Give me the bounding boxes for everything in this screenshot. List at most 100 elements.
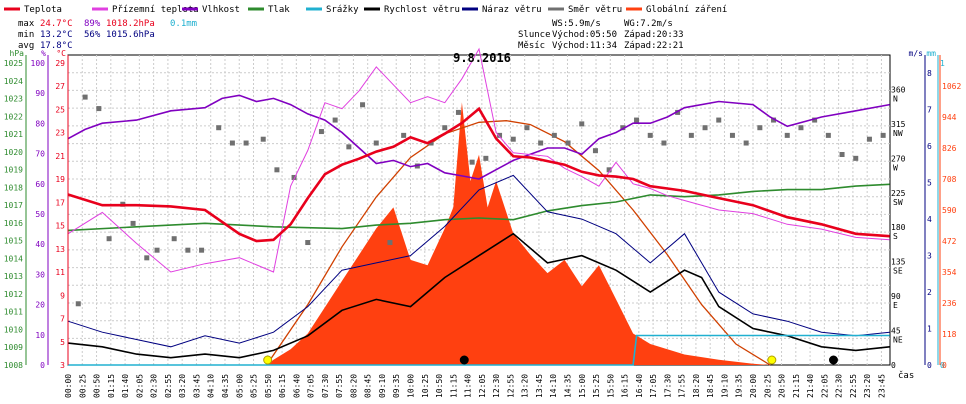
x-tick-label: 17:30 [663, 374, 672, 398]
stat-max-hum: 89% [84, 19, 101, 29]
humidity-line [67, 94, 890, 180]
x-tick-label: 00:25 [78, 374, 87, 398]
x-tick-label: 15:25 [592, 374, 601, 398]
wind-direction-point [171, 236, 177, 242]
direction-axis-label: E [893, 301, 898, 310]
x-tick-label: 01:15 [107, 374, 116, 398]
legend-item: Teplota [24, 5, 62, 15]
x-axis-label: čas [898, 370, 914, 381]
x-tick-label: 02:05 [135, 374, 144, 398]
wind-direction-point [346, 144, 352, 150]
x-tick-label: 17:55 [678, 374, 687, 398]
x-tick-label: 12:55 [506, 374, 515, 398]
temperature-line [67, 106, 890, 243]
hpa-axis-tick: 1024 [4, 77, 23, 86]
wind-direction-point [771, 117, 777, 123]
wind-sun-info: WS:5.9m/s WG:7.2m/s Slunce Východ:05:50 … [518, 19, 684, 51]
x-tick-label: 00:00 [64, 374, 73, 398]
wind-direction-point [260, 136, 266, 142]
x-tick-label: 12:30 [492, 374, 501, 398]
hpa-axis-tick: 1014 [4, 254, 23, 263]
wind-speed-axis-tick: 1 [927, 325, 932, 334]
temperature-axis-tick: 15 [55, 222, 65, 231]
wind-direction-point [798, 125, 804, 131]
moon-set: Západ:22:21 [624, 41, 684, 51]
direction-axis-tick: 135 [891, 258, 906, 267]
stat-min-label: min [18, 30, 34, 40]
solar-axis-tick: 472 [942, 237, 957, 246]
humidity-axis-tick: 90 [35, 89, 45, 98]
wind-direction-point [866, 136, 872, 142]
direction-axis-label: SW [893, 198, 903, 207]
rain-axis-tick: 0 [940, 361, 945, 370]
wind-direction-point [332, 117, 338, 123]
x-tick-label: 11:40 [464, 374, 473, 398]
humidity-axis-tick: 50 [35, 210, 45, 219]
stat-max-temp: 24.7°C [40, 19, 73, 29]
x-tick-label: 04:35 [221, 374, 230, 398]
humidity-axis-tick: 30 [35, 270, 45, 279]
direction-axis-label: SE [893, 267, 903, 276]
wind-direction-point [428, 140, 434, 146]
humidity-axis-tick: 70 [35, 150, 45, 159]
x-tick-label: 16:40 [635, 374, 644, 398]
stat-min-press: 1015.6hPa [106, 30, 155, 40]
temperature-axis-tick: 3 [60, 361, 65, 370]
rain-axis-tick: 1 [940, 59, 945, 68]
solar-area [68, 102, 890, 366]
hpa-axis-tick: 1012 [4, 290, 23, 299]
wind-direction-point [510, 136, 516, 142]
wind-speed-axis-unit: m/s [909, 49, 924, 58]
humidity-axis-tick: 100 [31, 59, 46, 68]
wind-speed-axis-tick: 8 [927, 69, 932, 78]
x-tick-label: 05:00 [235, 374, 244, 398]
legend-item: Přízemní teplota [112, 5, 199, 15]
wind-direction-point [592, 148, 598, 154]
wind-direction-point [675, 109, 681, 115]
humidity-axis-tick: 80 [35, 119, 45, 128]
sunrise-marker [263, 355, 273, 365]
wind-direction-point [716, 117, 722, 123]
solar-axis-tick: 118 [942, 330, 957, 339]
x-tick-label: 20:25 [763, 374, 772, 398]
x-tick-label: 04:10 [207, 374, 216, 398]
stat-max-label: max [18, 19, 35, 29]
wind-direction-point [825, 132, 831, 138]
hpa-axis-tick: 1016 [4, 219, 23, 228]
x-tick-label: 10:00 [407, 374, 416, 398]
wind-direction-point [853, 155, 859, 161]
solar-axis-tick: 0 [942, 361, 947, 370]
wind-direction-point [688, 132, 694, 138]
x-tick-label: 10:25 [421, 374, 430, 398]
wind-speed-axis-tick: 0 [927, 361, 932, 370]
moon-label: Měsíc [518, 41, 545, 51]
temperature-axis-tick: 19 [55, 175, 65, 184]
x-tick-label: 23:45 [877, 374, 886, 398]
wind-direction-point [455, 109, 461, 115]
wind-speed-axis-tick: 6 [927, 142, 932, 151]
x-tick-label: 12:05 [478, 374, 487, 398]
x-tick-label: 18:20 [692, 374, 701, 398]
legend-item: Tlak [268, 5, 290, 15]
sunset-marker [767, 355, 777, 365]
x-tick-label: 16:15 [621, 374, 630, 398]
wind-direction-point [606, 167, 612, 173]
x-tick-label: 23:20 [863, 374, 872, 398]
direction-axis-tick: 180 [891, 223, 906, 232]
hpa-axis-tick: 1017 [4, 201, 23, 210]
wind-direction-point [812, 117, 818, 123]
x-tick-label: 22:05 [820, 374, 829, 398]
direction-axis-label: NE [893, 336, 903, 345]
wind-direction-point [729, 132, 735, 138]
x-tick-label: 15:00 [578, 374, 587, 398]
x-tick-label: 07:30 [321, 374, 330, 398]
temperature-axis-tick: 27 [55, 82, 65, 91]
wind-direction-point [743, 140, 749, 146]
x-tick-label: 06:40 [292, 374, 301, 398]
moon-rise: Východ:11:34 [552, 41, 617, 51]
wind-speed-axis-tick: 4 [927, 215, 932, 224]
direction-axis-tick: 360 [891, 85, 906, 94]
x-tick-label: 22:30 [835, 374, 844, 398]
wind-direction-point [96, 106, 102, 112]
moonset-marker [828, 355, 838, 365]
